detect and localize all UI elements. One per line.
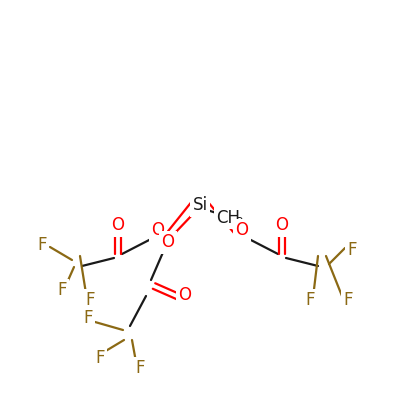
Text: F: F — [83, 309, 93, 327]
Text: F: F — [343, 291, 353, 309]
Text: O: O — [236, 221, 248, 239]
Text: F: F — [347, 241, 357, 259]
Text: O: O — [112, 216, 124, 234]
Text: O: O — [152, 221, 164, 239]
Text: Si: Si — [192, 196, 208, 214]
Text: F: F — [95, 349, 105, 367]
Text: F: F — [135, 359, 145, 377]
Text: CH: CH — [216, 209, 240, 227]
Text: F: F — [305, 291, 315, 309]
Text: O: O — [178, 286, 192, 304]
Text: O: O — [276, 216, 288, 234]
Text: O: O — [162, 233, 174, 251]
Text: F: F — [57, 281, 67, 299]
Text: F: F — [85, 291, 95, 309]
Text: 3: 3 — [235, 216, 243, 230]
Text: F: F — [37, 236, 47, 254]
